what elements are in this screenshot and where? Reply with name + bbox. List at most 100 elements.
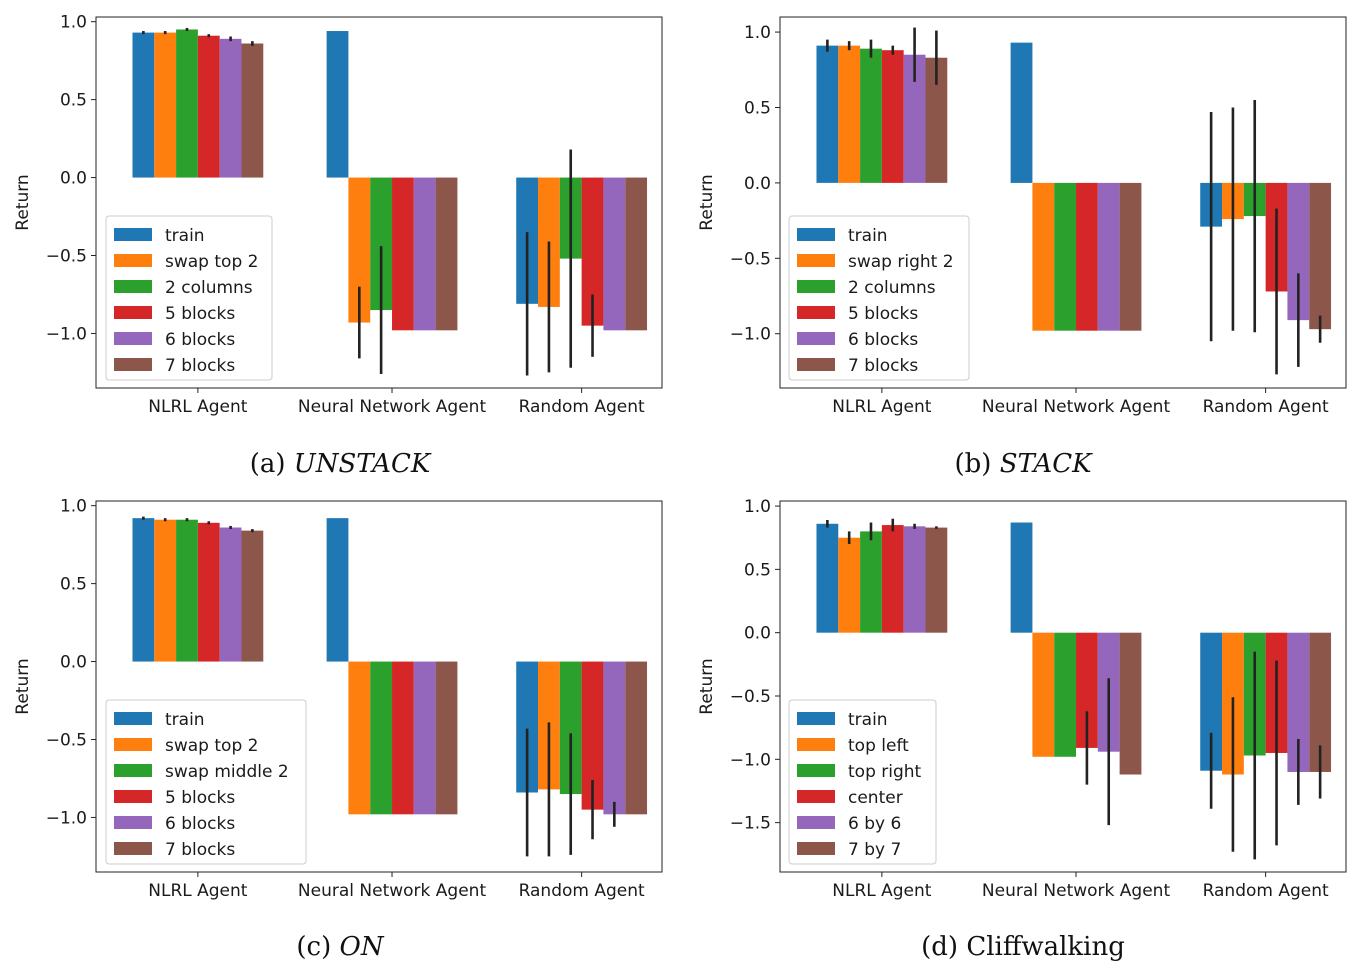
chart-panel-2: NLRL Agent Neural Network Agent Random Age… [697, 17, 1346, 479]
x-tick-label: Neural Network Agent [982, 881, 1171, 901]
y-tick-label: 0.5 [60, 91, 87, 111]
x-tick-label: Neural Network Agent [982, 397, 1171, 417]
legend: train swap top 2 swap middle 2 5 blocks 6 bl… [106, 700, 306, 864]
legend-label: 5 blocks [165, 788, 235, 808]
x-tick-label: Random Agent [1203, 397, 1329, 417]
bar-nlrl-agent-swap-top-2 [154, 33, 176, 178]
legend-label: 2 columns [165, 278, 253, 298]
legend-label: 6 by 6 [848, 814, 901, 834]
legend-swatch [114, 358, 152, 371]
y-axis-label: Return [13, 174, 33, 230]
bar-nlrl-agent-swap-middle-2 [176, 520, 198, 662]
x-tick-label: Random Agent [519, 397, 645, 417]
legend: train swap right 2 2 columns 5 blocks 6 bloc… [789, 216, 969, 380]
legend-swatch [797, 712, 835, 725]
chart-panel-1: NLRL Agent Neural Network Agent Random Age… [13, 13, 662, 479]
bar-neural-network-agent-train [1011, 523, 1033, 633]
legend-label: 6 blocks [848, 330, 918, 350]
bar-nlrl-agent-swap-top-2 [154, 520, 176, 662]
y-tick-label: −1.0 [46, 324, 87, 344]
legend-label: 5 blocks [165, 304, 235, 324]
legend: train swap top 2 2 columns 5 blocks 6 blocks… [106, 216, 272, 380]
y-tick-label: −1.0 [730, 325, 771, 345]
bar-nlrl-agent-top-right [860, 531, 882, 632]
legend-label: train [848, 710, 888, 730]
legend-swatch [797, 842, 835, 855]
legend-label: center [848, 788, 903, 808]
bar-neural-network-agent-train [327, 31, 349, 178]
bar-nlrl-agent-train [132, 518, 154, 661]
legend-swatch [114, 712, 152, 725]
bar-nlrl-agent-7-blocks [241, 44, 263, 178]
bar-neural-network-agent-swap-top-2 [348, 662, 370, 815]
bar-neural-network-agent-7-blocks [436, 662, 458, 815]
caption-prefix: (c) [296, 932, 339, 962]
bar-nlrl-agent-7-by-7 [925, 528, 947, 633]
bar-nlrl-agent-train [816, 524, 838, 633]
y-tick-label: 0.5 [744, 98, 771, 118]
legend-swatch [797, 306, 835, 319]
y-tick-label: 0.0 [744, 624, 771, 644]
legend: train top left top right center 6 by 6 7 by 7 [789, 700, 936, 864]
caption-prefix: (b) [954, 449, 999, 479]
x-tick-label: NLRL Agent [148, 397, 248, 417]
legend-label: 7 blocks [165, 356, 235, 376]
bar-neural-network-agent-5-blocks [392, 662, 414, 815]
legend-label: 6 blocks [165, 330, 235, 350]
legend-swatch [797, 254, 835, 267]
caption-prefix: (d) [921, 932, 966, 962]
legend-swatch [114, 254, 152, 267]
caption-name: Cliffwalking [966, 932, 1125, 962]
y-axis-label: Return [697, 658, 717, 714]
legend-label: 6 blocks [165, 814, 235, 834]
bar-neural-network-agent-swap-right-2 [1032, 183, 1054, 331]
bar-random-agent-6-blocks [603, 662, 625, 815]
bar-neural-network-agent-5-blocks [1076, 183, 1098, 331]
legend-swatch [797, 358, 835, 371]
bar-neural-network-agent-6-blocks [1098, 183, 1120, 331]
bar-neural-network-agent-7-blocks [1120, 183, 1142, 331]
bar-random-agent-7-blocks [1309, 183, 1331, 329]
bar-neural-network-agent-swap-middle-2 [370, 662, 392, 815]
bar-random-agent-6-blocks [603, 178, 625, 331]
legend-swatch [114, 764, 152, 777]
chart-panel-3: NLRL Agent Neural Network Agent Random Age… [13, 497, 662, 962]
legend-label: 7 by 7 [848, 840, 901, 860]
legend-swatch [797, 738, 835, 751]
legend-swatch [114, 790, 152, 803]
caption-prefix: (a) [250, 449, 294, 479]
legend-label: swap middle 2 [165, 762, 289, 782]
caption-name: STACK [1000, 449, 1093, 479]
chart-panel-4: NLRL Agent Neural Network Agent Random Age… [697, 497, 1346, 962]
legend-label: top right [848, 762, 922, 782]
legend-label: train [165, 710, 205, 730]
figure-canvas: NLRL Agent Neural Network Agent Random Age… [0, 0, 1366, 964]
bar-neural-network-agent-6-blocks [414, 178, 436, 331]
bar-neural-network-agent-5-blocks [392, 178, 414, 331]
legend-swatch [797, 790, 835, 803]
bar-nlrl-agent-swap-right-2 [838, 46, 860, 183]
legend-swatch [114, 842, 152, 855]
bar-neural-network-agent-6-blocks [414, 662, 436, 815]
bar-random-agent-7-blocks [625, 662, 647, 815]
bar-nlrl-agent-center [882, 525, 904, 633]
caption-name: UNSTACK [294, 449, 432, 479]
x-tick-label: Random Agent [519, 881, 645, 901]
x-tick-label: Random Agent [1203, 881, 1329, 901]
legend-label: swap top 2 [165, 736, 258, 756]
y-axis-label: Return [13, 658, 33, 714]
x-tick-label: NLRL Agent [832, 397, 932, 417]
legend-swatch [797, 332, 835, 345]
x-tick-label: NLRL Agent [148, 881, 248, 901]
y-tick-label: 0.5 [744, 560, 771, 580]
legend-label: train [165, 226, 205, 246]
bar-nlrl-agent-5-blocks [198, 523, 220, 662]
y-tick-label: −0.5 [730, 687, 771, 707]
panel-caption: (d) Cliffwalking [921, 932, 1125, 962]
bar-nlrl-agent-train [816, 46, 838, 183]
y-tick-label: −0.5 [46, 731, 87, 751]
legend-swatch [114, 816, 152, 829]
legend-label: top left [848, 736, 909, 756]
bar-nlrl-agent-6-by-6 [904, 526, 926, 632]
bar-nlrl-agent-5-blocks [198, 36, 220, 178]
